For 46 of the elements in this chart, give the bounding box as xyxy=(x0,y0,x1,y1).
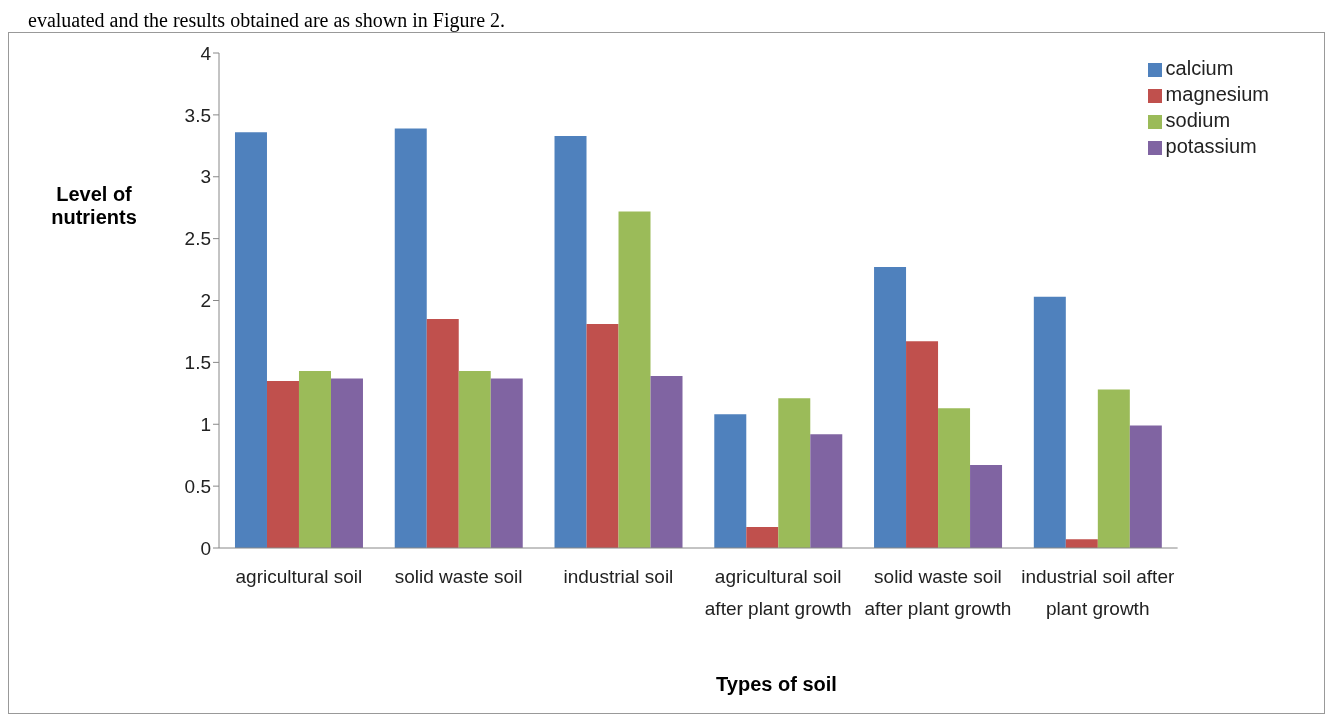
x-tick-label: solid waste soil xyxy=(394,566,523,587)
bar xyxy=(1065,539,1098,548)
bar xyxy=(458,371,491,548)
y-tick-label: 3.5 xyxy=(184,104,211,126)
bar xyxy=(298,371,331,548)
bar xyxy=(426,319,459,548)
bar xyxy=(650,375,683,548)
bar xyxy=(1097,389,1130,548)
y-tick-label: 1 xyxy=(200,413,211,435)
legend-label: potassium xyxy=(1165,135,1257,157)
legend-label: sodium xyxy=(1165,109,1231,131)
bar xyxy=(618,211,651,548)
x-tick-label: agricultural soil after plant growth xyxy=(704,566,852,620)
bar xyxy=(1129,425,1162,548)
x-tick-label: industrial soil after plant growth xyxy=(1021,566,1175,620)
bar xyxy=(938,408,971,548)
legend-label: calcium xyxy=(1165,57,1234,79)
y-tick-label: 3 xyxy=(200,166,211,188)
bar xyxy=(394,128,427,548)
bar xyxy=(874,267,907,548)
bar xyxy=(746,526,779,548)
bar xyxy=(554,135,587,548)
y-tick-label: 0 xyxy=(200,537,211,559)
x-axis-title: Types of soil xyxy=(715,673,838,696)
bar xyxy=(714,414,747,548)
bar xyxy=(906,341,939,548)
text: evaluated and the results obtained are as shown in Figure 2. xyxy=(28,8,507,32)
legend-label: magnesium xyxy=(1165,83,1269,105)
y-tick-label: 2.5 xyxy=(184,228,211,250)
bar xyxy=(266,380,299,548)
bar xyxy=(810,434,843,548)
x-tick-label: solid waste soil after plant growth xyxy=(864,566,1012,620)
x-tick-label: industrial soil xyxy=(563,566,674,587)
bar xyxy=(586,324,619,548)
bar xyxy=(330,378,363,548)
bar xyxy=(234,132,267,548)
bar xyxy=(970,465,1003,548)
y-tick-label: 2 xyxy=(200,290,211,312)
y-axis-title: Level of nutrients xyxy=(50,183,138,229)
bar xyxy=(778,398,811,548)
bar xyxy=(490,378,523,548)
y-tick-label: 0.5 xyxy=(184,475,211,497)
bar xyxy=(1033,296,1066,548)
x-tick-label: agricultural soil xyxy=(235,566,363,587)
y-tick-label: 4 xyxy=(200,42,212,64)
y-tick-label: 1.5 xyxy=(184,352,211,374)
